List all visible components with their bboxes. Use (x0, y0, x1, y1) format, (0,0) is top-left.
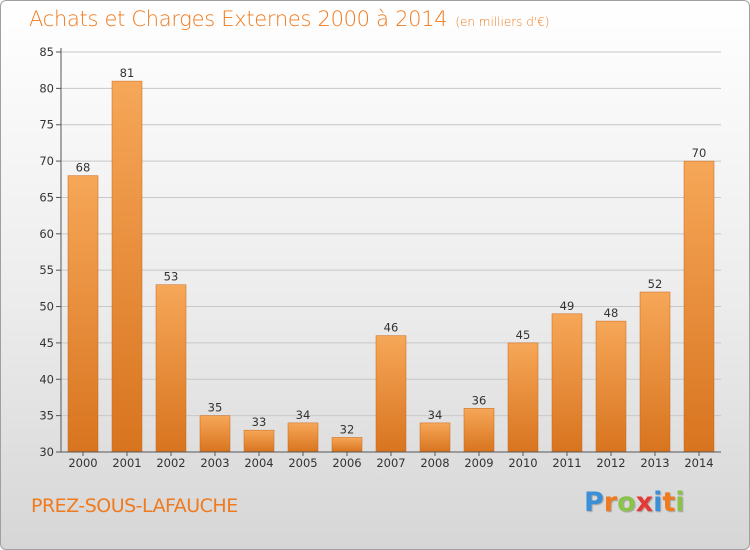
y-tick-label: 65 (39, 190, 54, 204)
data-label-2002: 53 (164, 270, 179, 284)
x-tick-label-2011: 2011 (552, 456, 581, 470)
bar-2001 (111, 80, 143, 453)
y-tick-label: 70 (39, 154, 54, 168)
bar-2011 (551, 313, 583, 453)
logo-letter: P (584, 487, 604, 518)
x-tick-label-2007: 2007 (376, 456, 405, 470)
data-label-2000: 68 (76, 161, 91, 175)
bar-2002 (155, 284, 187, 453)
y-tick-label: 80 (39, 81, 54, 95)
data-label-2011: 49 (560, 299, 575, 313)
logo-letter: o (617, 487, 636, 518)
bar-2010 (507, 342, 539, 453)
data-label-2001: 81 (120, 66, 135, 80)
x-tick-label-2014: 2014 (684, 456, 713, 470)
x-tick-label-2013: 2013 (640, 456, 669, 470)
x-tick-label-2004: 2004 (244, 456, 273, 470)
x-tick-label-2002: 2002 (156, 456, 185, 470)
bars: 68 81 53 35 33 34 32 46 34 36 45 49 48 52 70 (67, 66, 715, 453)
data-label-2006: 32 (340, 422, 355, 436)
x-tick-label-2001: 2001 (112, 456, 141, 470)
data-label-2004: 33 (252, 415, 267, 429)
x-tick-label-2000: 2000 (68, 456, 97, 470)
data-label-2003: 35 (208, 401, 223, 415)
bar-2005 (287, 422, 319, 453)
y-tick-label: 85 (39, 45, 54, 59)
bar-2012 (595, 320, 627, 453)
data-label-2008: 34 (428, 408, 443, 422)
proxiti-logo[interactable]: Proxiti (584, 487, 685, 518)
bar-2009 (463, 408, 495, 453)
x-tick-label-2010: 2010 (508, 456, 537, 470)
y-tick-label: 50 (39, 300, 54, 314)
axes: 30 35 40 45 50 55 60 65 70 75 80 85 2000 2001 2002 2003… (39, 45, 721, 470)
logo-letter: i (675, 487, 685, 518)
bar-2014 (683, 160, 715, 453)
y-tick-label: 40 (39, 372, 54, 386)
x-tick-label-2008: 2008 (420, 456, 449, 470)
y-tick-label: 30 (39, 445, 54, 459)
logo-letter: x (635, 487, 654, 518)
bar-2007 (375, 335, 407, 453)
data-label-2014: 70 (692, 146, 707, 160)
x-tick-label-2003: 2003 (200, 456, 229, 470)
x-tick-label-2012: 2012 (596, 456, 625, 470)
data-label-2009: 36 (472, 393, 487, 407)
y-tick-label: 75 (39, 118, 54, 132)
data-label-2005: 34 (296, 408, 311, 422)
unit-label: (en milliers d'€) (455, 15, 550, 29)
x-tick-label-2005: 2005 (288, 456, 317, 470)
chart-title: Achats et Charges Externes 2000 à 2014 (e… (29, 7, 550, 31)
data-label-2010: 45 (516, 328, 531, 342)
commune-name: PREZ-SOUS-LAFAUCHE (31, 495, 238, 517)
bar-2003 (199, 415, 231, 453)
data-label-2007: 46 (384, 321, 399, 335)
data-label-2012: 48 (604, 306, 619, 320)
x-tick-label-2006: 2006 (332, 456, 361, 470)
data-label-2013: 52 (648, 277, 663, 291)
y-tick-label: 55 (39, 263, 54, 277)
y-tick-label: 45 (39, 336, 54, 350)
logo-letter: r (603, 487, 618, 518)
x-tick-label-2009: 2009 (464, 456, 493, 470)
logo-letter: i (653, 487, 663, 518)
bar-2013 (639, 291, 671, 453)
y-tick-label: 35 (39, 409, 54, 423)
bar-2008 (419, 422, 451, 453)
bar-2004 (243, 429, 275, 453)
bar-2000 (67, 175, 99, 453)
bar-2006 (331, 437, 363, 453)
logo-letter: t (662, 487, 676, 518)
y-tick-label: 60 (39, 227, 54, 241)
